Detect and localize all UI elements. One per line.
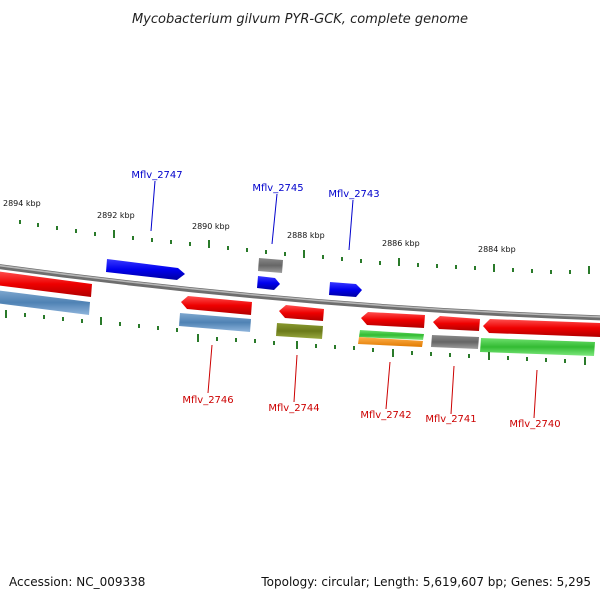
- kbp-label-2884: 2884 kbp: [478, 245, 516, 254]
- feature-green-2742[interactable]: [359, 330, 424, 340]
- gene-label-mflv-2742[interactable]: Mflv_2742: [360, 410, 411, 421]
- kbp-label-2892: 2892 kbp: [97, 211, 135, 220]
- feature-steel-2746[interactable]: [179, 313, 251, 332]
- gene-mflv-2744[interactable]: [279, 305, 324, 321]
- kbp-label-2888: 2888 kbp: [287, 231, 325, 240]
- gene-label-mflv-2743[interactable]: Mflv_2743: [328, 189, 379, 200]
- kbp-label-2894: 2894 kbp: [3, 199, 41, 208]
- gene-mflv-2741[interactable]: [433, 316, 480, 331]
- gene-label-mflv-2744[interactable]: Mflv_2744: [268, 403, 319, 414]
- gene-mflv-2747[interactable]: [106, 259, 185, 280]
- gene-label-mflv-2745[interactable]: Mflv_2745: [252, 183, 303, 194]
- gene-label-mflv-2746[interactable]: Mflv_2746: [182, 395, 233, 406]
- feature-green-2740[interactable]: [480, 338, 595, 356]
- kbp-label-2890: 2890 kbp: [192, 222, 230, 231]
- gene-left-edge-red[interactable]: [0, 271, 92, 297]
- genome-backbone-highlight: [0, 264, 600, 318]
- gene-mflv-2745[interactable]: [257, 276, 280, 290]
- feature-olive-2744[interactable]: [276, 323, 323, 339]
- genome-summary-text: Topology: circular; Length: 5,619,607 bp…: [260, 575, 591, 589]
- upper-tick-ring: [19, 220, 590, 274]
- gene-mflv-2743[interactable]: [329, 282, 362, 297]
- feature-steel-left[interactable]: [0, 290, 90, 315]
- page-title: Mycobacterium gilvum PYR-GCK, complete g…: [132, 12, 468, 27]
- top-label-leaders: [150, 180, 354, 251]
- genome-backbone: [0, 264, 600, 321]
- feature-orange-2742[interactable]: [358, 337, 423, 347]
- gene-mflv-2742[interactable]: [361, 312, 425, 328]
- kbp-label-2886: 2886 kbp: [382, 239, 420, 248]
- gene-label-mflv-2741[interactable]: Mflv_2741: [425, 414, 476, 425]
- accession-text: Accession: NC_009338: [9, 575, 145, 589]
- gene-label-mflv-2747[interactable]: Mflv_2747: [131, 170, 182, 181]
- bottom-label-leaders: [207, 344, 538, 419]
- gene-label-mflv-2740[interactable]: Mflv_2740: [509, 419, 560, 430]
- feature-gray-top[interactable]: [258, 258, 283, 273]
- feature-gray-2741[interactable]: [431, 335, 479, 349]
- gene-mflv-2740[interactable]: [483, 319, 600, 337]
- lower-tick-ring: [5, 310, 586, 365]
- gene-mflv-2746[interactable]: [181, 296, 252, 315]
